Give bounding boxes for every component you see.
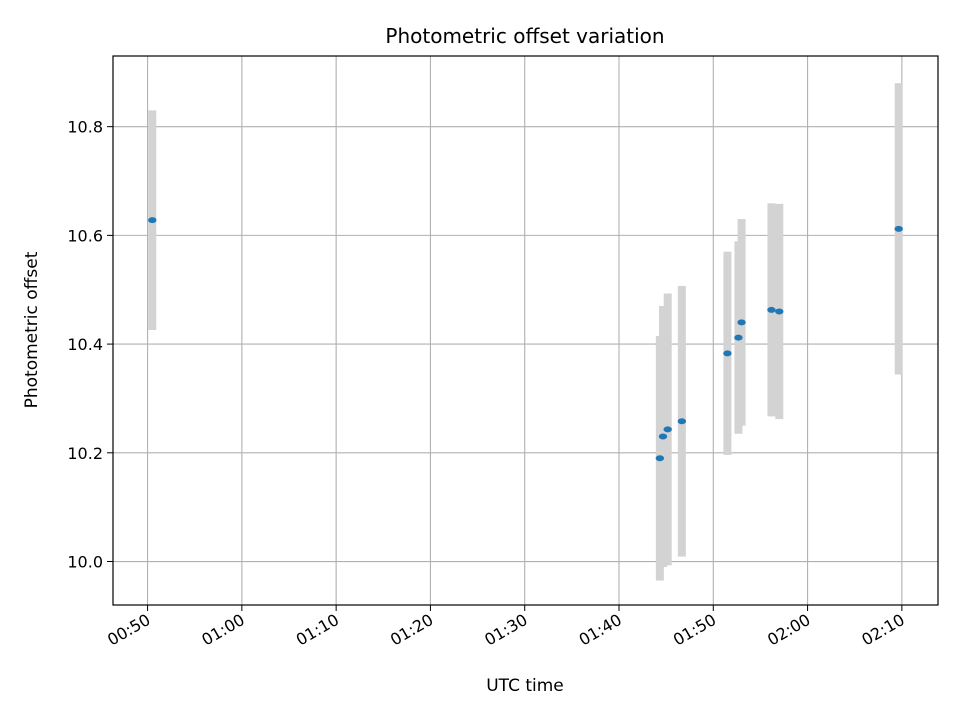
y-tick-label: 10.4 xyxy=(67,335,103,354)
data-points xyxy=(148,217,903,462)
y-tick-label: 10.2 xyxy=(67,444,103,463)
x-axis-label: UTC time xyxy=(486,676,564,696)
data-point xyxy=(723,350,732,357)
data-point xyxy=(655,455,665,462)
data-point xyxy=(894,225,903,232)
data-point xyxy=(737,319,746,326)
data-point xyxy=(663,426,672,433)
y-tick-label: 10.6 xyxy=(67,226,103,245)
data-point xyxy=(677,418,687,425)
data-point xyxy=(775,308,784,315)
y-tick-label: 10.0 xyxy=(67,553,103,572)
data-point xyxy=(148,217,157,224)
data-point xyxy=(658,433,668,440)
chart-title: Photometric offset variation xyxy=(385,24,664,48)
plot-frame xyxy=(112,55,939,606)
data-point xyxy=(734,334,743,341)
y-axis-label: Photometric offset xyxy=(22,251,42,408)
data-point xyxy=(767,306,776,313)
y-tick-label: 10.8 xyxy=(67,118,103,137)
